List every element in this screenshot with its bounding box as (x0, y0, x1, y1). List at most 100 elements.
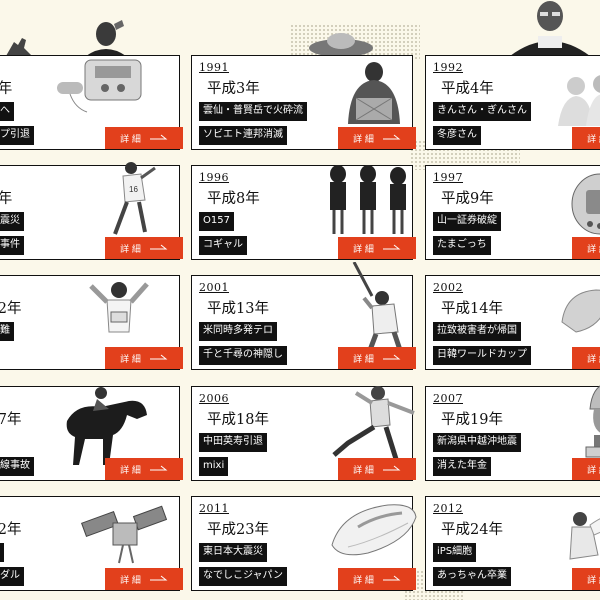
year-label: 2001 (199, 281, 229, 294)
year-label: 2007 (433, 392, 463, 405)
sumo-wrestler-picture (348, 62, 400, 124)
arrow-right-icon (382, 464, 401, 475)
event-tag: 冬彦さん (433, 126, 481, 145)
event-tag: が宇宙へ (0, 102, 14, 121)
detail-button[interactable]: 詳 細 (572, 568, 600, 590)
detail-button[interactable]: 詳 細 (572, 237, 600, 259)
event-tag: 日韓ワールドカップ (433, 346, 531, 365)
detail-button-label: 詳 細 (353, 354, 374, 365)
event-tag: 中田英寿引退 (199, 433, 267, 452)
dancer-picture (569, 512, 600, 560)
timeline-card-1995: 16 成7年淡路大震災サリン事件 詳 細 (0, 162, 183, 260)
timeline-card-1996: 1996 平成8年 O157 コギャル 詳 細 (191, 165, 416, 260)
era-year-title: 成2年 (0, 81, 13, 97)
detail-button[interactable]: 詳 細 (572, 347, 600, 369)
era-year-title: 平成24年 (441, 522, 503, 538)
detail-button-label: 詳 細 (120, 244, 141, 255)
man-with-glasses-figure (510, 1, 590, 56)
runner-picture (89, 282, 149, 333)
space-probe-picture (80, 505, 168, 564)
detail-button-label: 詳 細 (587, 354, 600, 365)
detail-button[interactable]: 詳 細 (105, 568, 183, 590)
timeline-card-2001: 2001 平成13年 米同時多発テロ 千と千尋の神隠し 詳 細 (191, 262, 416, 370)
event-tag: ソビエト連邦消滅 (199, 126, 287, 145)
event-tag: 山線脱線事故 (0, 457, 34, 476)
detail-button-label: 詳 細 (587, 244, 600, 255)
arrow-right-icon (149, 243, 168, 254)
detail-button[interactable]: 詳 細 (105, 237, 183, 259)
era-year-title: 平成9年 (441, 191, 494, 207)
event-tag: 全島避難 (0, 322, 14, 341)
event-tag: 拉致被害者が帰国 (433, 322, 521, 341)
event-tag: 央銀メダル (0, 567, 24, 586)
detail-button[interactable]: 詳 細 (338, 347, 416, 369)
arrow-right-icon (149, 353, 168, 364)
ufo-object-figure (309, 33, 373, 57)
detail-button-label: 詳 細 (353, 134, 374, 145)
schoolgirls-picture (330, 165, 406, 234)
event-tag: 消えた年金 (433, 457, 491, 476)
era-year-title: 平成18年 (207, 412, 269, 428)
detail-button[interactable]: 詳 細 (105, 458, 183, 480)
detail-button[interactable]: 詳 細 (338, 127, 416, 149)
arrow-right-icon (382, 243, 401, 254)
event-tag: サリン事件 (0, 236, 24, 255)
detail-button-label: 詳 細 (120, 575, 141, 586)
detail-button[interactable]: 詳 細 (105, 127, 183, 149)
detail-button[interactable]: 詳 細 (105, 347, 183, 369)
timeline-card-2000: 成12年全島避難ん詳 細 (0, 275, 183, 370)
era-year-title: 平成13年 (207, 301, 269, 317)
seal-picture (561, 289, 600, 333)
baseball-pitcher-picture: 16 (113, 162, 156, 235)
detail-button[interactable]: 詳 細 (338, 237, 416, 259)
arrow-right-icon (382, 574, 401, 585)
detail-button-label: 詳 細 (120, 354, 141, 365)
elderly-women-picture (558, 75, 600, 126)
detail-button[interactable]: 詳 細 (338, 568, 416, 590)
detail-button-label: 詳 細 (353, 575, 374, 586)
skater-picture (332, 386, 415, 460)
arrow-right-icon (149, 464, 168, 475)
raised-hand-figure (6, 38, 32, 56)
era-year-title: 平成3年 (207, 81, 260, 97)
event-tag: たまごっち (433, 236, 491, 255)
year-label: 1991 (199, 61, 229, 74)
timeline-card-2010: 成22年さ帰還央銀メダル 詳 細 (0, 496, 183, 591)
game-console-picture (57, 59, 142, 113)
event-tag: あっちゃん卒業 (433, 567, 511, 586)
event-tag: 新潟県中越沖地震 (433, 433, 521, 452)
event-tag: なでしこジャパン (199, 567, 287, 586)
year-label: 2006 (199, 392, 229, 405)
year-label: 2012 (433, 502, 463, 515)
detail-button-label: 詳 細 (587, 575, 600, 586)
detail-button[interactable]: 詳 細 (572, 458, 600, 480)
event-tag: iPS細胞 (433, 543, 477, 562)
era-year-title: 平成8年 (207, 191, 260, 207)
event-tag: キャップ引退 (0, 126, 34, 145)
year-label: 1997 (433, 171, 463, 184)
era-year-title: 成12年 (0, 301, 22, 317)
year-label: 2011 (199, 502, 229, 515)
year-label: 1992 (433, 61, 463, 74)
era-year-title: 成17年 (0, 412, 22, 428)
detail-button-label: 詳 細 (587, 134, 600, 145)
event-tag: mixi (199, 457, 229, 476)
event-tag: 雲仙・普賢岳で火砕流 (199, 102, 307, 121)
year-label: 1996 (199, 171, 229, 184)
event-tag: 山一証券破綻 (433, 212, 501, 231)
detail-button[interactable]: 詳 細 (572, 127, 600, 149)
event-tag: O157 (199, 212, 234, 231)
trophy-picture (585, 385, 600, 458)
timeline-card-2005: 成17年散山線脱線事故詳 細 (0, 386, 183, 481)
detail-button[interactable]: 詳 細 (338, 458, 416, 480)
event-tag: コギャル (199, 236, 247, 255)
timeline-card-1991: 1991 平成3年雲仙・普賢岳で火砕流 ソビエト連邦消滅 詳 細 (191, 55, 416, 150)
event-tag: 東日本大震災 (199, 543, 267, 562)
event-tag: 米同時多発テロ (199, 322, 277, 341)
racehorse-picture (66, 387, 147, 465)
era-year-title: 成22年 (0, 522, 22, 538)
timeline-card-2006: 2006 平成18年中田英寿引退 mixi 詳 細 (191, 386, 416, 481)
arrow-right-icon (382, 353, 401, 364)
